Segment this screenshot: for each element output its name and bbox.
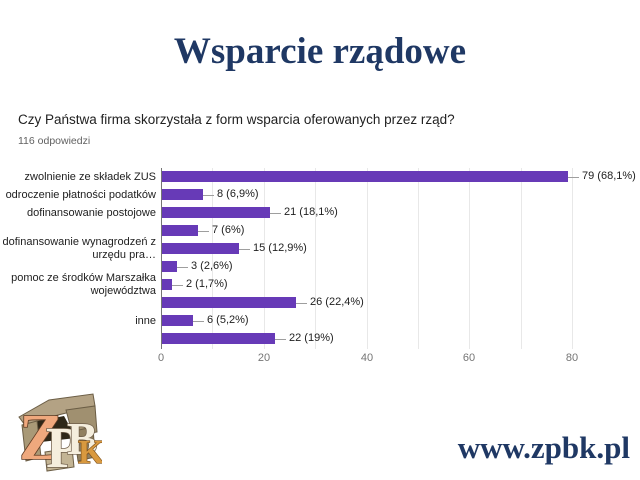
value-connector xyxy=(193,321,204,322)
value-label: 21 (18,1%) xyxy=(284,206,338,218)
bar xyxy=(162,225,198,236)
gridline xyxy=(572,168,573,349)
category-label: odroczenie płatności podatków xyxy=(5,188,156,201)
value-connector xyxy=(203,195,214,196)
y-axis-line xyxy=(161,168,162,349)
value-label: 2 (1,7%) xyxy=(186,278,228,290)
logo-left-pillar xyxy=(21,420,42,462)
bar xyxy=(162,189,203,200)
x-tick-label: 40 xyxy=(360,352,374,364)
slide-title: Wsparcie rządowe xyxy=(173,31,467,72)
value-connector xyxy=(296,303,307,304)
value-connector xyxy=(172,285,183,286)
logo-bottom-stone xyxy=(44,447,75,472)
value-label: 26 (22,4%) xyxy=(310,296,364,308)
value-label: 8 (6,9%) xyxy=(217,188,259,200)
logo-right-pillar xyxy=(73,426,96,462)
category-label: dofinansowanie postojowe xyxy=(26,206,156,219)
bar xyxy=(162,333,275,344)
bar xyxy=(162,315,193,326)
gridline xyxy=(212,168,213,349)
gridline xyxy=(315,168,316,349)
logo-shadow xyxy=(28,416,76,443)
gridline xyxy=(264,168,265,349)
gridline xyxy=(521,168,522,349)
gridline xyxy=(469,168,470,349)
logo-letter-p: P xyxy=(46,415,81,476)
category-label: zwolnienie ze składek ZUS xyxy=(24,170,156,183)
value-label: 15 (12,9%) xyxy=(253,242,307,254)
category-label: inne xyxy=(135,314,156,327)
gridline xyxy=(418,168,419,349)
value-label: 6 (5,2%) xyxy=(207,314,249,326)
bar xyxy=(162,261,177,272)
x-tick-label: 0 xyxy=(157,352,165,364)
x-tick-label: 80 xyxy=(565,352,579,364)
logo-letter-b: B xyxy=(67,413,98,464)
value-connector xyxy=(270,213,281,214)
value-label: 7 (6%) xyxy=(212,224,245,236)
gridline xyxy=(367,168,368,349)
bar xyxy=(162,207,270,218)
logo-letter-z: Z xyxy=(19,401,63,474)
value-label: 22 (19%) xyxy=(289,332,334,344)
zpbk-logo: Z P B K xyxy=(18,393,102,476)
value-connector xyxy=(568,177,579,178)
value-connector xyxy=(239,249,250,250)
bar xyxy=(162,243,239,254)
bar xyxy=(162,279,172,290)
bar xyxy=(162,297,296,308)
logo-letter-k: K xyxy=(78,434,102,471)
value-label: 79 (68,1%) xyxy=(582,170,636,182)
category-label: pomoc ze środków Marszałka województwa xyxy=(11,272,156,297)
x-tick-label: 60 xyxy=(462,352,476,364)
website-url: www.zpbk.pl xyxy=(457,430,630,465)
bar xyxy=(162,171,568,182)
value-connector xyxy=(275,339,286,340)
value-connector xyxy=(198,231,209,232)
responses-count: 116 odpowiedzi xyxy=(18,135,91,147)
category-label: dofinansowanie wynagrodzeń z urzędu pra… xyxy=(2,236,157,261)
survey-question: Czy Państwa firma skorzystała z form wsp… xyxy=(18,112,455,127)
value-connector xyxy=(177,267,188,268)
x-tick-label: 20 xyxy=(257,352,271,364)
value-label: 3 (2,6%) xyxy=(191,260,233,272)
